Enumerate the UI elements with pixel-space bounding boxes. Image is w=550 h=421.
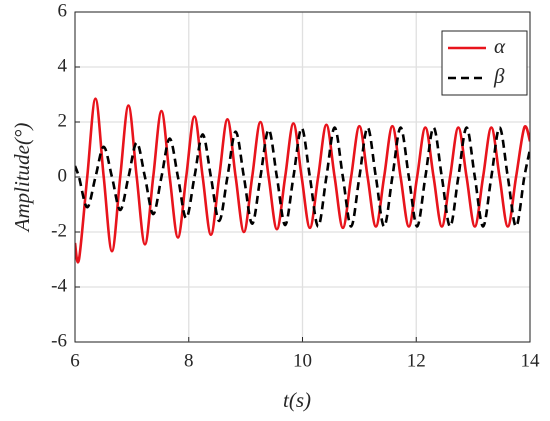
x-axis-label: t(s) (283, 388, 311, 412)
x-tick-label: 12 (407, 350, 426, 371)
y-tick-label: -4 (51, 275, 67, 296)
series-line (75, 126, 530, 228)
legend-box (441, 30, 528, 96)
y-tick-label: -6 (51, 330, 67, 351)
y-tick-label: 6 (58, 0, 68, 21)
y-tick-label: 0 (58, 165, 68, 186)
series-line (75, 97, 530, 264)
x-tick-label: 14 (521, 350, 541, 371)
y-tick-label: -2 (51, 220, 67, 241)
x-tick-label: 8 (184, 350, 194, 371)
legend-label: β (493, 64, 505, 88)
x-tick-label: 6 (70, 350, 80, 371)
x-tick-label: 10 (293, 350, 312, 371)
y-tick-label: 2 (58, 110, 68, 131)
y-tick-label: 4 (58, 55, 68, 76)
y-axis-label: Amplitude(°) (10, 123, 34, 234)
axes-box (74, 11, 531, 343)
legend-label: α (494, 34, 506, 58)
